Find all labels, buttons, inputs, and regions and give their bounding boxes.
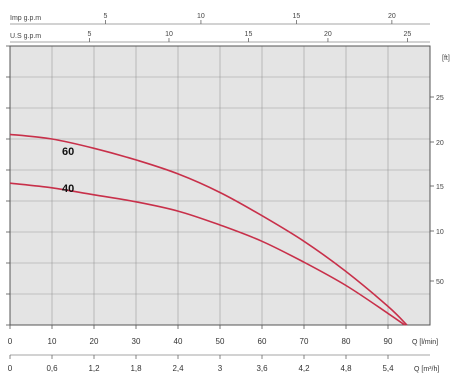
- x-m3h-tick-label: 2,4: [172, 364, 184, 373]
- x-m3h-tick-label: 0,6: [46, 364, 58, 373]
- x-lpm-tick-label: 50: [216, 337, 225, 346]
- us-tick-label: 20: [324, 31, 332, 38]
- x-m3h-tick-label: 1,2: [88, 364, 100, 373]
- x-m3h-label: Q [m³/h]: [414, 366, 439, 373]
- imp-gpm-label: Imp g.p.m: [10, 15, 41, 22]
- x-m3h-tick-label: 1,8: [130, 364, 142, 373]
- curve-60: [9, 133, 408, 326]
- x-lpm-tick-label: 10: [48, 337, 57, 346]
- x-lpm-tick-label: 60: [258, 337, 267, 346]
- x-lpm-tick-label: 30: [132, 337, 141, 346]
- left-axis-ticks: [6, 45, 10, 326]
- right-tick-label: 15: [436, 184, 444, 191]
- right-tick-label: 10: [436, 229, 444, 236]
- right-tick-label: 50: [436, 279, 444, 286]
- top-axis-imp: Imp g.p.m 5 10 15 20: [10, 13, 430, 25]
- us-tick-label: 5: [88, 31, 92, 38]
- curve-label-40: 40: [62, 183, 74, 195]
- x-m3h-tick-label: 0: [8, 364, 13, 373]
- x-lpm-label: Q [l/min]: [412, 339, 438, 346]
- imp-tick-label: 10: [197, 13, 205, 20]
- x-m3h-tick-label: 3: [218, 364, 223, 373]
- x-m3h-tick-label: 5,4: [382, 364, 394, 373]
- x-m3h-tick-label: 4,2: [298, 364, 310, 373]
- curve-label-60: 60: [62, 146, 74, 158]
- right-tick-label: 25: [436, 95, 444, 102]
- x-lpm-tick-label: 20: [90, 337, 99, 346]
- curves: 60 40: [9, 133, 408, 326]
- us-tick-label: 15: [245, 31, 253, 38]
- curve-40: [9, 182, 406, 326]
- x-lpm-tick-label: 0: [8, 337, 13, 346]
- imp-tick-label: 15: [292, 13, 300, 20]
- x-axis-lpm: Q [l/min] 0 10 20 30 40 50 60 70 80 90: [8, 325, 438, 346]
- x-lpm-tick-label: 80: [342, 337, 351, 346]
- right-axis: [ft] 25 20 15 10 50: [430, 55, 450, 286]
- x-lpm-tick-label: 70: [300, 337, 309, 346]
- us-gpm-label: U.S g.p.m: [10, 33, 41, 40]
- x-axis-m3h: Q [m³/h] 0 0,6 1,2 1,8 2,4 3 3,6 4,2 4,8 5,4: [8, 354, 439, 373]
- imp-tick-label: 5: [104, 13, 108, 20]
- x-lpm-tick-label: 40: [174, 337, 183, 346]
- gridlines: [10, 46, 430, 325]
- us-tick-label: 25: [404, 31, 412, 38]
- x-lpm-tick-label: 90: [384, 337, 393, 346]
- imp-tick-label: 20: [388, 13, 396, 20]
- x-m3h-tick-label: 3,6: [256, 364, 268, 373]
- top-axis-us: U.S g.p.m 5 10 15 20 25: [10, 31, 430, 43]
- right-tick-label: 20: [436, 140, 444, 147]
- x-m3h-tick-label: 4,8: [340, 364, 352, 373]
- right-axis-unit-label: [ft]: [442, 55, 450, 62]
- us-tick-label: 10: [165, 31, 173, 38]
